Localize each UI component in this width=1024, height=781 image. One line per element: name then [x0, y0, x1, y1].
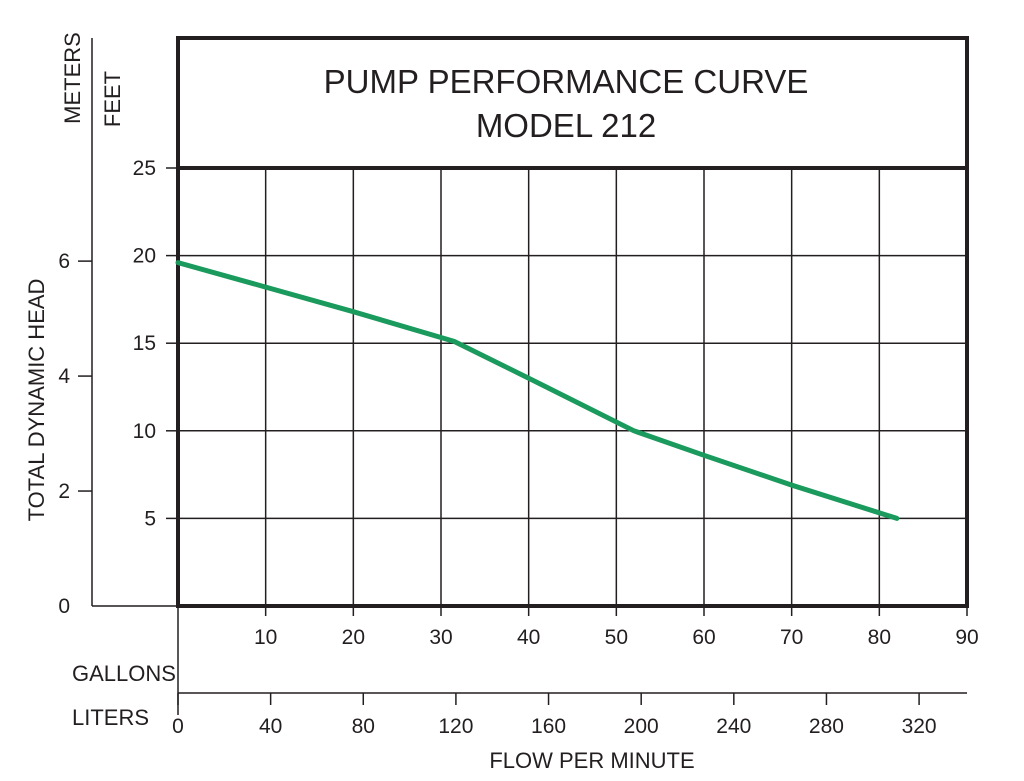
feet-tick-label: 5	[144, 507, 156, 530]
y-axis-title: TOTAL DYNAMIC HEAD	[24, 279, 49, 522]
liter-tick-label: 40	[259, 715, 282, 738]
y-meters-ticks: 0 2 4 6	[58, 250, 92, 618]
chart-subtitle: MODEL 212	[476, 107, 656, 144]
plot-frame	[176, 166, 969, 608]
liter-tick-label: 320	[902, 715, 937, 738]
liter-tick-label: 240	[716, 715, 751, 738]
y-feet-ticks: 5 10 15 20 25	[133, 157, 178, 530]
meters-tick-label: 2	[58, 480, 70, 503]
meters-tick-label: 4	[58, 365, 70, 388]
x-axis-title: FLOW PER MINUTE	[489, 748, 694, 773]
feet-unit-label: FEET	[100, 71, 125, 127]
feet-tick-label: 25	[133, 157, 156, 180]
liter-tick-label: 200	[624, 715, 659, 738]
gallon-tick-label: 30	[429, 626, 452, 649]
series-layer	[175, 260, 900, 521]
feet-tick-label: 15	[133, 332, 156, 355]
gallons-unit-label: GALLONS	[72, 661, 176, 686]
meters-unit-label: METERS	[60, 32, 85, 124]
x-gallon-ticks: 10 20 30 40 50 60 70 80 90	[254, 606, 979, 649]
grid	[178, 168, 967, 606]
meters-tick-label: 6	[58, 250, 70, 273]
gallon-tick-label: 70	[780, 626, 803, 649]
liter-tick-label: 80	[352, 715, 375, 738]
x-liter-ticks: 0 40 80 120 160 200 240 280 320	[172, 693, 937, 738]
gallon-tick-label: 50	[605, 626, 628, 649]
gallon-tick-label: 10	[254, 626, 277, 649]
gallon-tick-label: 60	[692, 626, 715, 649]
feet-tick-label: 20	[133, 245, 156, 268]
liters-unit-label: LITERS	[72, 705, 149, 730]
gallon-tick-label: 20	[342, 626, 365, 649]
chart-title: PUMP PERFORMANCE CURVE	[324, 63, 809, 100]
liter-tick-label: 0	[172, 715, 184, 738]
gallon-tick-label: 90	[955, 626, 978, 649]
liter-tick-label: 120	[438, 715, 473, 738]
feet-tick-label: 10	[133, 420, 156, 443]
title-box	[176, 36, 969, 170]
liter-tick-label: 160	[531, 715, 566, 738]
meters-tick-label: 0	[58, 595, 70, 618]
liter-tick-label: 280	[809, 715, 844, 738]
performance-curve-line	[175, 260, 900, 521]
gallon-tick-label: 80	[868, 626, 891, 649]
gallon-tick-label: 40	[517, 626, 540, 649]
